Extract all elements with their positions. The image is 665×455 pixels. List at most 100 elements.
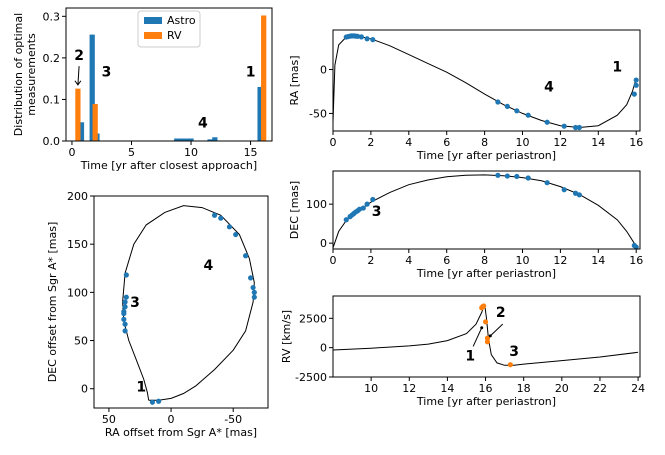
y-tick-label: 0.1 bbox=[43, 93, 61, 106]
x-axis-label: Time [yr after periastron] bbox=[416, 267, 556, 280]
annotation-label: 4 bbox=[198, 115, 208, 131]
bar-rv bbox=[75, 89, 80, 141]
annotation-label: 3 bbox=[130, 295, 140, 311]
y-axis-label: DEC [mas] bbox=[288, 181, 301, 239]
x-tick-label: 12 bbox=[553, 136, 567, 149]
sky-panel: 50 0 -50050100150200RA offset from Sgr A* … bbox=[46, 190, 268, 439]
dec-panel: 0 2 4 6 8 10 12 14 160100Time [yr after periastr… bbox=[288, 171, 643, 280]
x-tick-label: 0 bbox=[330, 136, 337, 149]
legend-entry: RV bbox=[167, 29, 182, 42]
data-point bbox=[545, 120, 550, 125]
legend-entry: Astro bbox=[167, 14, 196, 27]
x-tick-label: 10 bbox=[364, 382, 378, 395]
y-tick-label: -2500 bbox=[295, 371, 327, 384]
x-axis-label: Time [yr after closest approach] bbox=[80, 159, 257, 172]
x-tick-label: 6 bbox=[443, 254, 450, 267]
data-point bbox=[122, 328, 127, 333]
annotation-label: 1 bbox=[246, 65, 256, 81]
y-tick-label: 100 bbox=[67, 286, 88, 299]
y-tick-label: 0 bbox=[81, 383, 88, 396]
x-tick-label: 8 bbox=[481, 254, 488, 267]
y-tick-label: 0 bbox=[320, 342, 327, 355]
data-point bbox=[233, 232, 238, 237]
x-tick-label: 0 bbox=[330, 254, 337, 267]
bar-astro bbox=[212, 137, 217, 141]
annotation-label: 3 bbox=[372, 204, 382, 220]
data-point bbox=[212, 213, 217, 218]
data-point bbox=[361, 205, 366, 210]
annotation-arrow bbox=[473, 328, 482, 347]
y-tick-label: 0.2 bbox=[43, 52, 61, 65]
y-tick-label: 0.0 bbox=[43, 135, 61, 148]
data-point bbox=[632, 92, 637, 97]
x-tick-label: 14 bbox=[591, 136, 605, 149]
annotation-label: 4 bbox=[203, 258, 213, 274]
y-axis-label-line: measurements bbox=[25, 33, 38, 116]
x-tick-label: 50 bbox=[102, 413, 116, 426]
data-point bbox=[122, 299, 127, 304]
data-point bbox=[252, 290, 257, 295]
data-point bbox=[365, 36, 370, 41]
annotation-label: 3 bbox=[509, 344, 519, 360]
x-tick-label: 14 bbox=[440, 382, 454, 395]
annotation-label: 1 bbox=[465, 349, 475, 365]
y-axis-label: RV [km/s] bbox=[280, 310, 293, 363]
y-tick-label: 100 bbox=[306, 198, 327, 211]
y-tick-label: 150 bbox=[67, 238, 88, 251]
ra-panel: 0 2 4 6 8 10 12 14 16-500Time [yr after periastr… bbox=[288, 30, 643, 162]
x-tick-label: 0 bbox=[168, 413, 175, 426]
bar-rv bbox=[93, 104, 98, 141]
x-tick-label: 2 bbox=[367, 136, 374, 149]
annotation-arrow bbox=[78, 66, 79, 85]
x-tick-label: 5 bbox=[128, 146, 135, 159]
histogram-panel: 0 5 10 15 0.0 0.1 0.2 0.3 Time [yr after closest… bbox=[12, 8, 272, 172]
data-point bbox=[483, 319, 488, 324]
data-point bbox=[505, 173, 510, 178]
y-tick-label: 50 bbox=[74, 335, 88, 348]
x-axis-label: Time [yr after periastron] bbox=[416, 149, 556, 162]
data-point bbox=[121, 311, 126, 316]
data-point bbox=[370, 37, 375, 42]
data-point bbox=[481, 303, 486, 308]
data-point bbox=[562, 124, 567, 129]
legend-swatch bbox=[144, 17, 162, 24]
x-tick-label: 16 bbox=[629, 136, 643, 149]
y-tick-label: 0.3 bbox=[43, 10, 61, 23]
data-point bbox=[514, 174, 519, 179]
y-axis-label: Distribution of optimalmeasurements bbox=[12, 13, 38, 136]
x-tick-label: 10 bbox=[184, 146, 198, 159]
data-point bbox=[124, 272, 129, 277]
annotation-label: 4 bbox=[544, 79, 554, 95]
x-axis-label: Time [yr after periastron] bbox=[416, 395, 556, 408]
annotation-arrow bbox=[490, 324, 502, 336]
bar-rv bbox=[261, 15, 266, 141]
data-point bbox=[577, 192, 582, 197]
data-point bbox=[526, 175, 531, 180]
y-tick-label: 200 bbox=[67, 190, 88, 203]
data-point bbox=[370, 197, 375, 202]
x-tick-label: 6 bbox=[443, 136, 450, 149]
data-point bbox=[508, 362, 513, 367]
annotation-label: 2 bbox=[496, 305, 506, 321]
annotation-arrowhead bbox=[489, 334, 492, 337]
model-curve bbox=[333, 304, 638, 365]
y-axis-label: DEC offset from Sgr A* [mas] bbox=[46, 222, 59, 383]
legend-swatch bbox=[144, 32, 162, 39]
x-tick-label: 4 bbox=[405, 136, 412, 149]
x-tick-label: 2 bbox=[367, 254, 374, 267]
data-point bbox=[124, 295, 129, 300]
x-tick-label: 12 bbox=[402, 382, 416, 395]
x-tick-label: 12 bbox=[553, 254, 567, 267]
x-tick-label: 14 bbox=[591, 254, 605, 267]
plot-frame bbox=[94, 196, 268, 408]
data-point bbox=[365, 202, 370, 207]
x-tick-label: 10 bbox=[516, 254, 530, 267]
y-axis-label-line: Distribution of optimal bbox=[12, 13, 25, 136]
data-point bbox=[577, 125, 582, 130]
data-point bbox=[485, 339, 490, 344]
data-point bbox=[252, 295, 257, 300]
x-tick-label: 15 bbox=[244, 146, 258, 159]
x-tick-label: 10 bbox=[516, 136, 530, 149]
